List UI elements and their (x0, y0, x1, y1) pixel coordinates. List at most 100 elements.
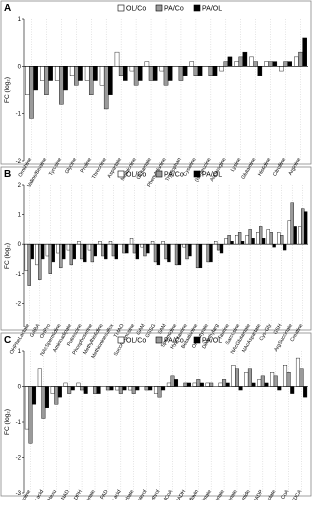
bar (39, 66, 45, 81)
bar (277, 232, 281, 245)
bar (206, 243, 210, 263)
bar (140, 243, 144, 248)
bar (185, 243, 189, 260)
bar (114, 51, 120, 67)
bar (235, 368, 239, 387)
bar (283, 61, 288, 67)
bar (298, 51, 303, 67)
bar (143, 243, 147, 257)
bar (135, 386, 140, 391)
bar (122, 386, 127, 391)
bar (24, 386, 29, 430)
bar (199, 382, 204, 387)
legend-label: PA/Co (164, 6, 184, 13)
bar (167, 243, 171, 263)
bar (182, 66, 188, 77)
bar (159, 66, 165, 72)
bar (72, 243, 76, 260)
bar (118, 66, 124, 77)
bar (148, 386, 153, 391)
bar (197, 66, 203, 77)
x-tick-label: GAM (136, 323, 147, 336)
bar (99, 66, 105, 86)
bar (298, 226, 302, 245)
bar (209, 243, 213, 263)
bar (56, 243, 60, 254)
bar (279, 66, 284, 72)
bar (227, 235, 231, 245)
bar (76, 382, 81, 387)
bar (293, 226, 297, 245)
bar (238, 56, 244, 67)
bar (257, 379, 262, 387)
panel-border (0, 166, 312, 331)
bar (195, 243, 200, 269)
y-tick-label: -3 (16, 491, 22, 497)
bar (104, 243, 108, 260)
bar (218, 382, 223, 387)
bar (90, 243, 95, 263)
bar (156, 243, 161, 266)
bar (101, 243, 105, 257)
bar (174, 243, 179, 266)
bar (129, 66, 135, 72)
bar (257, 66, 263, 77)
y-tick-label: -1 (16, 420, 22, 426)
bar (115, 386, 120, 391)
legend-swatch (155, 336, 163, 344)
bar (96, 386, 101, 394)
legend-label: OL/Co (126, 172, 146, 179)
bar (264, 61, 269, 67)
bar (93, 386, 97, 394)
bar (166, 382, 171, 387)
x-tick-label: CoA (280, 489, 291, 500)
bar (66, 243, 71, 251)
bar (54, 386, 59, 405)
x-tick-label: Glutamine (240, 157, 257, 181)
bar (28, 386, 33, 444)
bar (240, 241, 245, 245)
bar (235, 235, 239, 245)
bar (302, 37, 307, 67)
bar (247, 368, 252, 387)
bar (231, 365, 236, 387)
bar (33, 66, 38, 91)
bar (77, 241, 81, 245)
bar (41, 243, 45, 260)
bar (103, 66, 109, 110)
panel-label: B (4, 169, 11, 180)
bar (152, 66, 158, 81)
bar (109, 386, 114, 391)
bar (135, 243, 140, 260)
bar (248, 229, 252, 245)
bar (44, 386, 49, 408)
bar (93, 243, 97, 257)
bar (287, 61, 293, 67)
panel-label: A (4, 3, 11, 14)
panel-label: C (4, 335, 11, 346)
legend-swatch (155, 4, 163, 12)
x-tick-label: Glycine (64, 157, 78, 175)
bar (153, 243, 158, 263)
bar (251, 238, 255, 245)
bar (193, 66, 199, 77)
bar (80, 243, 84, 260)
bar (48, 243, 52, 274)
bar (244, 372, 249, 387)
x-tick-label: NADP (252, 489, 265, 500)
bar (214, 241, 218, 245)
bar (148, 66, 154, 81)
bar (137, 66, 143, 81)
bar (299, 368, 304, 387)
bar (133, 66, 139, 86)
x-tick-label: NAD (60, 489, 71, 500)
bar (242, 51, 248, 67)
y-tick-label: -2 (16, 456, 22, 462)
legend-swatch (117, 336, 125, 344)
bar (188, 243, 192, 257)
bar (30, 243, 34, 260)
bar (84, 66, 90, 81)
x-tick-label: Riboflavin (183, 489, 200, 500)
legend-label: PA/Co (164, 338, 184, 345)
y-tick-label: -2 (16, 301, 22, 307)
